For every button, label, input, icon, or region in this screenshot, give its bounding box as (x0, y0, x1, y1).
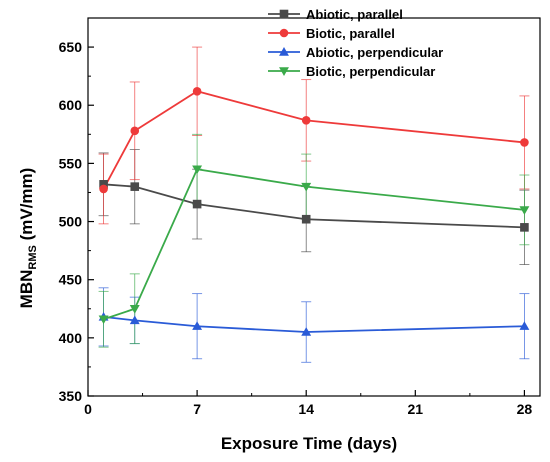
data-point (519, 321, 530, 330)
data-point (99, 184, 108, 194)
y-tick-label: 550 (59, 155, 83, 171)
x-axis-title: Exposure Time (days) (221, 434, 397, 453)
data-point (192, 321, 203, 330)
y-tick-label: 400 (59, 330, 83, 346)
data-point (301, 214, 311, 224)
data-point (301, 116, 311, 125)
data-point (301, 327, 312, 336)
y-axis-title-main: MBN (17, 270, 36, 309)
data-point (301, 182, 312, 192)
legend-marker (279, 9, 289, 19)
y-tick-label: 350 (59, 388, 83, 404)
data-point (520, 223, 529, 232)
data-point (99, 180, 108, 189)
data-point (130, 182, 140, 191)
x-tick-label: 21 (408, 401, 424, 417)
error-bars (98, 46, 530, 363)
data-point (130, 126, 140, 136)
series-line (102, 90, 525, 190)
y-axis-title-unit: (mV/mm) (17, 168, 36, 245)
y-axis-title-subscript: RMS (27, 245, 39, 269)
legend-label: Biotic, parallel (306, 26, 395, 41)
data-point (192, 86, 202, 96)
series-lines (102, 90, 525, 333)
data-point (129, 315, 140, 325)
series-line (103, 168, 525, 321)
data-point (519, 206, 530, 215)
x-tick-label: 0 (84, 401, 92, 417)
legend: Abiotic, parallel Biotic, parallel Abiotic… (268, 7, 443, 79)
data-point (129, 305, 140, 314)
legend-marker (279, 67, 289, 76)
y-axis-title: MBNRMS (mV/mm) (17, 168, 39, 309)
y-tick-label: 650 (59, 39, 83, 55)
x-tick-label: 7 (193, 401, 201, 417)
x-tick-label: 28 (517, 401, 533, 417)
legend-marker (279, 28, 289, 38)
series-line (103, 183, 525, 229)
data-point (192, 199, 202, 209)
series-markers (98, 86, 530, 336)
legend-label: Abiotic, parallel (306, 7, 403, 22)
data-point (192, 165, 203, 175)
axes (87, 17, 541, 397)
y-tick-label: 500 (59, 214, 83, 230)
data-point (520, 138, 529, 147)
series-line (103, 316, 525, 333)
y-tick-label: 600 (59, 97, 83, 113)
legend-label: Abiotic, perpendicular (306, 45, 443, 60)
legend-marker (279, 47, 289, 56)
tick-labels: 350 400 450 500 550 600 650 0 7 14 21 28 (59, 39, 533, 417)
legend-label: Biotic, perpendicular (306, 64, 435, 79)
data-point (98, 315, 109, 325)
y-tick-label: 450 (59, 272, 83, 288)
x-tick-label: 14 (298, 401, 314, 417)
plot-frame (87, 17, 541, 397)
